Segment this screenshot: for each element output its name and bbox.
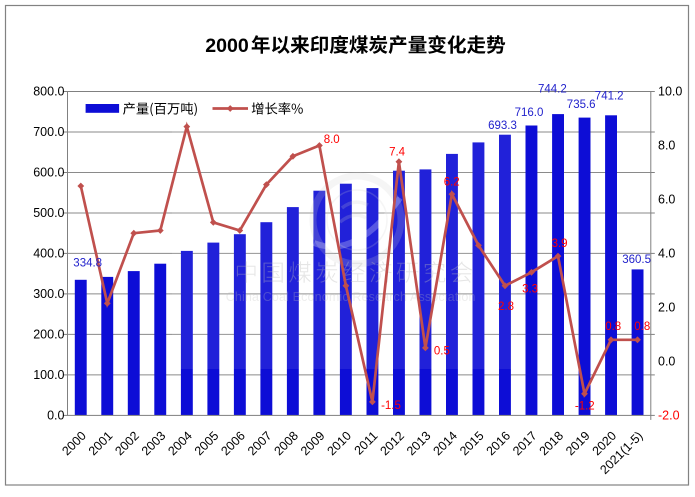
svg-text:360.5: 360.5 xyxy=(622,254,651,266)
svg-text:6.0: 6.0 xyxy=(658,193,675,207)
svg-text:7.4: 7.4 xyxy=(389,146,406,158)
svg-text:0.5: 0.5 xyxy=(434,346,450,358)
svg-text:300.0: 300.0 xyxy=(33,287,64,301)
svg-text:-1.2: -1.2 xyxy=(575,400,595,412)
svg-text:-2.0: -2.0 xyxy=(658,409,680,423)
svg-text:600.0: 600.0 xyxy=(33,166,64,180)
svg-text:2.8: 2.8 xyxy=(498,301,514,313)
svg-text:0.0: 0.0 xyxy=(658,355,675,369)
svg-text:0.0: 0.0 xyxy=(47,409,64,423)
svg-text:200.0: 200.0 xyxy=(33,328,64,342)
svg-text:0.8: 0.8 xyxy=(605,321,621,333)
svg-text:2.0: 2.0 xyxy=(658,301,675,315)
svg-text:8.0: 8.0 xyxy=(324,134,340,146)
svg-text:334.8: 334.8 xyxy=(73,258,102,270)
svg-text:741.2: 741.2 xyxy=(595,90,624,102)
svg-text:400.0: 400.0 xyxy=(33,247,64,261)
svg-text:693.3: 693.3 xyxy=(488,120,517,132)
svg-text:6.2: 6.2 xyxy=(444,176,460,188)
svg-text:2000: 2000 xyxy=(205,35,249,57)
svg-text:0.8: 0.8 xyxy=(634,321,650,333)
svg-text:3.3: 3.3 xyxy=(522,284,538,296)
svg-text:4.0: 4.0 xyxy=(658,247,675,261)
svg-text:China Coal Economic Research A: China Coal Economic Research Association xyxy=(226,290,476,304)
svg-text:10.0: 10.0 xyxy=(658,85,682,99)
svg-text:744.2: 744.2 xyxy=(538,83,567,95)
svg-text:500.0: 500.0 xyxy=(33,206,64,220)
svg-text:100.0: 100.0 xyxy=(33,368,64,382)
svg-text:735.6: 735.6 xyxy=(567,99,596,111)
svg-text:700.0: 700.0 xyxy=(33,125,64,139)
svg-text:-1.5: -1.5 xyxy=(381,400,401,412)
svg-text:800.0: 800.0 xyxy=(33,85,64,99)
svg-text:8.0: 8.0 xyxy=(658,139,675,153)
svg-text:3.9: 3.9 xyxy=(552,238,568,250)
svg-text:716.0: 716.0 xyxy=(515,107,544,119)
